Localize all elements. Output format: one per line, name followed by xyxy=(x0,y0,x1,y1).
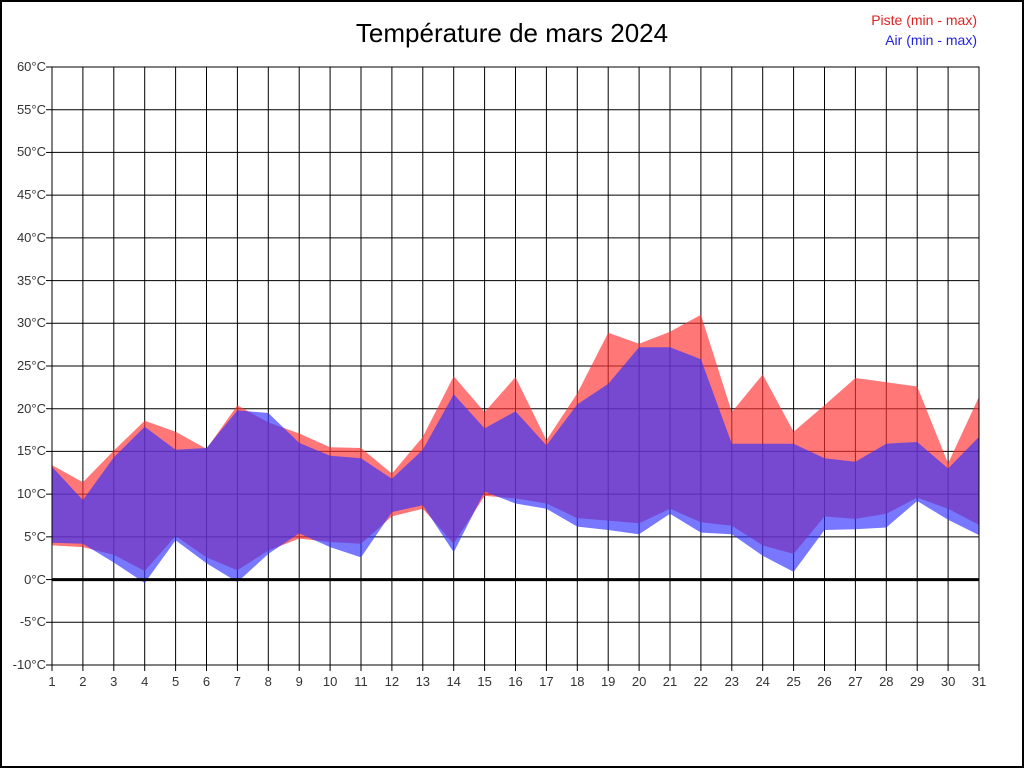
x-tick-label: 25 xyxy=(786,674,801,689)
y-tick-label: 55°C xyxy=(16,101,46,117)
y-tick-label: 20°C xyxy=(16,400,46,416)
y-tick-label: 15°C xyxy=(16,443,46,459)
x-tick-label: 7 xyxy=(233,674,241,689)
legend: Piste (min - max) Air (min - max) xyxy=(871,10,977,50)
x-tick-label: 18 xyxy=(570,674,585,689)
x-tick-label: 30 xyxy=(940,674,956,689)
y-tick-label: 45°C xyxy=(16,187,46,203)
x-tick-label: 22 xyxy=(693,674,709,689)
y-tick-label: 30°C xyxy=(16,315,46,331)
x-tick-label: 29 xyxy=(909,674,925,689)
x-tick-label: 17 xyxy=(539,674,554,689)
y-tick-label: 25°C xyxy=(16,358,46,373)
x-tick-label: 8 xyxy=(264,674,272,689)
x-tick-label: 11 xyxy=(354,674,368,689)
x-tick-label: 5 xyxy=(171,674,180,689)
x-tick-label: 9 xyxy=(295,674,303,689)
y-tick-label: 5°C xyxy=(24,528,46,544)
x-tick-label: 14 xyxy=(446,674,461,689)
x-tick-label: 16 xyxy=(508,674,523,689)
x-tick-label: 2 xyxy=(79,674,87,689)
y-tick-label: 40°C xyxy=(16,229,46,245)
legend-item-piste: Piste (min - max) xyxy=(871,12,977,28)
legend-item-air: Air (min - max) xyxy=(885,32,977,48)
x-tick-label: 15 xyxy=(477,674,492,689)
y-tick-label: 50°C xyxy=(16,144,46,160)
x-tick-label: 19 xyxy=(600,674,616,689)
y-tick-label: 10°C xyxy=(16,486,46,502)
x-tick-label: 10 xyxy=(322,674,338,689)
x-tick-label: 26 xyxy=(817,674,832,689)
y-tick-label: -10°C xyxy=(12,657,46,672)
x-tick-label: 27 xyxy=(848,674,863,689)
x-tick-label: 13 xyxy=(415,674,431,689)
x-tick-label: 20 xyxy=(631,674,647,689)
x-tick-label: 23 xyxy=(724,674,740,689)
x-tick-label: 21 xyxy=(662,674,678,689)
x-tick-label: 12 xyxy=(384,674,400,689)
y-tick-label: 60°C xyxy=(16,59,46,74)
x-tick-label: 28 xyxy=(879,674,894,689)
x-tick-label: 6 xyxy=(202,674,211,689)
chart-title: Température de mars 2024 xyxy=(355,18,669,48)
x-tick-label: 3 xyxy=(110,674,118,689)
x-tick-label: 31 xyxy=(971,674,987,689)
air-band xyxy=(52,347,979,583)
x-tick-label: 4 xyxy=(141,674,149,689)
y-tick-label: 0°C xyxy=(24,571,46,587)
y-tick-label: 35°C xyxy=(16,272,46,288)
x-tick-label: 24 xyxy=(755,674,770,689)
y-tick-label: -5°C xyxy=(19,614,46,630)
x-tick-label: 1 xyxy=(48,674,56,689)
